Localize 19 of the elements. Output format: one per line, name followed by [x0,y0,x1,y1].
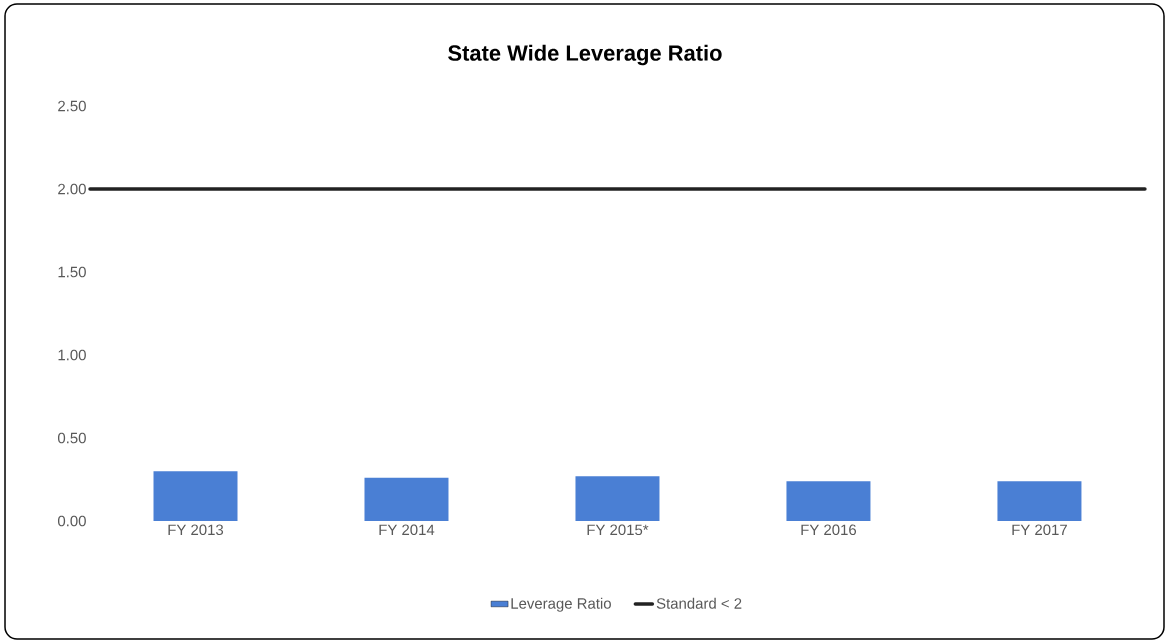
x-tick-label: FY 2017 [1012,524,1067,536]
y-tick-label: 2.00 [58,183,86,195]
y-tick-label: 1.50 [58,266,86,278]
bar [575,476,660,521]
y-tick-label: 0.50 [57,432,86,444]
bar [786,481,871,521]
x-tick-label: FY 2013 [168,524,224,536]
y-tick-label: 2.50 [58,100,86,112]
legend-label: Leverage Ratio [511,597,611,612]
bar [997,481,1082,521]
bar [364,477,449,521]
bar [153,471,238,521]
y-tick-label: 1.00 [58,349,86,361]
y-tick-label: 0.00 [57,515,86,527]
x-tick-label: FY 2014 [379,524,435,536]
x-tick-label: FY 2016 [801,524,857,536]
chart-title: State Wide Leverage Ratio [448,44,722,66]
legend-label: Standard < 2 [656,597,742,609]
x-tick-label: FY 2015* [587,524,649,536]
